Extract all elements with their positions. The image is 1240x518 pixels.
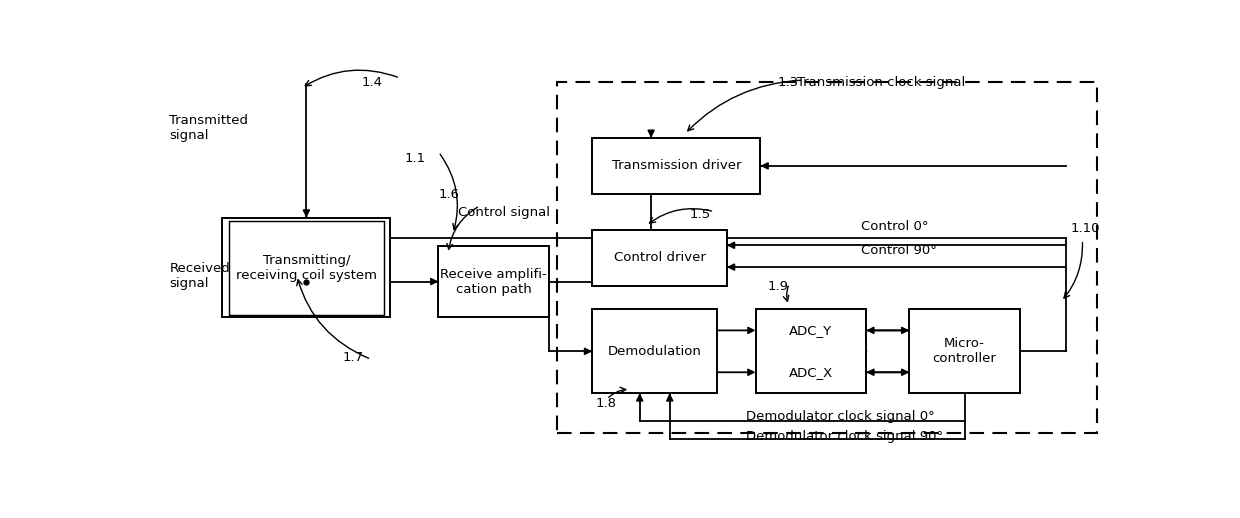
Bar (222, 218, 391, 318)
Bar (557, 82, 1097, 433)
Text: Transmission driver: Transmission driver (611, 160, 742, 172)
Text: 1.1: 1.1 (404, 152, 427, 165)
Text: 1.7: 1.7 (342, 351, 363, 364)
Text: Transmitted
signal: Transmitted signal (170, 114, 248, 142)
Text: 1.10: 1.10 (1071, 222, 1100, 235)
Text: Control driver: Control driver (614, 251, 706, 264)
Text: Demodulator clock signal 90°: Demodulator clock signal 90° (746, 430, 944, 443)
Bar (909, 309, 1019, 393)
Text: 1.5: 1.5 (689, 208, 711, 221)
Text: 1.4: 1.4 (362, 76, 383, 89)
Bar (593, 138, 760, 194)
Text: 1.9: 1.9 (768, 280, 789, 293)
Text: 1.8: 1.8 (595, 397, 616, 410)
Text: Micro-
controller: Micro- controller (932, 337, 997, 365)
Text: 1.6: 1.6 (439, 188, 460, 201)
Text: Demodulation: Demodulation (608, 345, 702, 358)
Bar (229, 221, 383, 314)
Text: Transmitting/
receiving coil system: Transmitting/ receiving coil system (236, 254, 377, 282)
Bar (755, 309, 866, 393)
Text: Received
signal: Received signal (170, 262, 231, 290)
Text: Demodulator clock signal 0°: Demodulator clock signal 0° (746, 410, 935, 423)
Text: Control 0°: Control 0° (862, 220, 929, 233)
Bar (593, 229, 727, 285)
Bar (439, 246, 549, 318)
Text: Transmission clock signal: Transmission clock signal (797, 76, 965, 89)
Text: 1.3: 1.3 (777, 76, 799, 89)
Text: ADC_Y: ADC_Y (790, 324, 832, 337)
Text: Receive amplifi-
cation path: Receive amplifi- cation path (440, 267, 547, 296)
Text: Control signal: Control signal (458, 206, 549, 219)
Text: Control 90°: Control 90° (862, 243, 937, 256)
Bar (593, 309, 717, 393)
Text: ADC_X: ADC_X (789, 366, 833, 379)
